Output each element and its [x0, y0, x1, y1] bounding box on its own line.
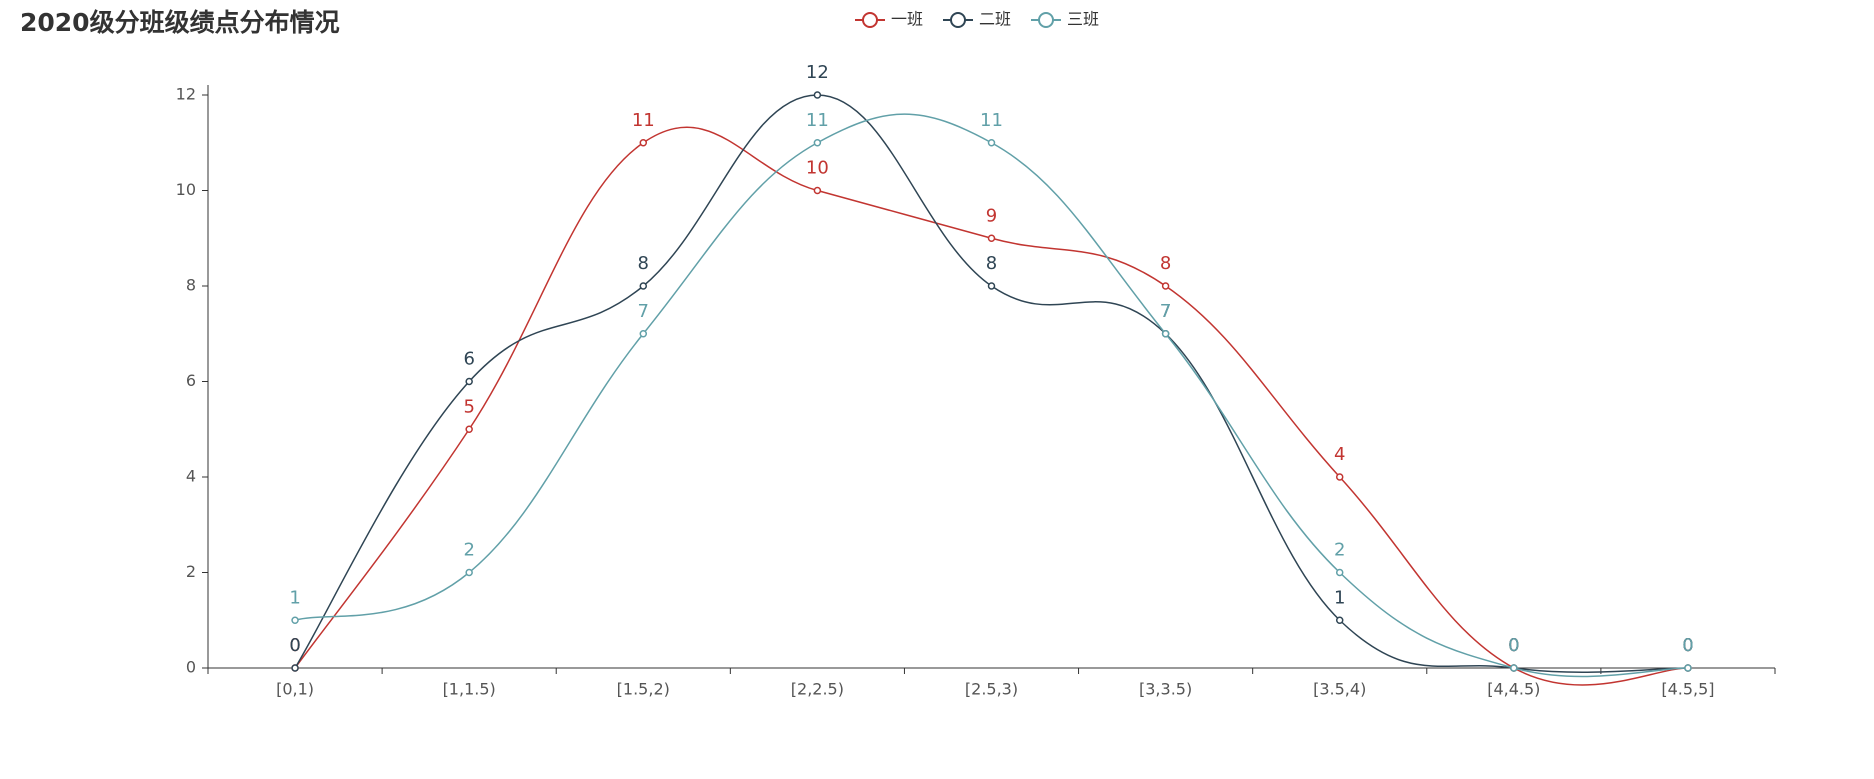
data-point — [1684, 664, 1692, 672]
value-label: 2 — [1334, 540, 1345, 561]
value-label: 0 — [289, 635, 300, 656]
y-tick-label: 0 — [186, 658, 196, 677]
value-label: 0 — [1682, 635, 1693, 656]
value-label: 7 — [1160, 301, 1171, 322]
data-point — [639, 139, 648, 147]
value-label: 1 — [1334, 587, 1345, 608]
value-label: 11 — [806, 110, 829, 131]
data-point — [639, 330, 648, 338]
x-tick-label: [1.5,2) — [617, 680, 670, 699]
value-label: 8 — [986, 253, 997, 274]
data-point — [1510, 664, 1518, 672]
data-point — [465, 568, 473, 577]
y-tick-label: 10 — [176, 180, 196, 199]
y-tick-label: 2 — [186, 562, 196, 581]
legend-label: 二班 — [979, 10, 1011, 29]
value-label: 8 — [638, 253, 649, 274]
y-tick-label: 8 — [186, 276, 196, 295]
legend-icon — [862, 12, 878, 28]
y-tick-label: 12 — [176, 85, 196, 104]
value-label: 11 — [980, 110, 1003, 131]
data-point — [465, 377, 473, 386]
data-point — [987, 234, 996, 242]
chart-title: 2020级分班级绩点分布情况 — [20, 8, 340, 37]
value-label: 6 — [463, 349, 474, 370]
value-label: 0 — [1508, 635, 1519, 656]
value-label: 2 — [463, 540, 474, 561]
value-label: 0 — [289, 635, 300, 656]
data-point — [291, 616, 299, 624]
value-label: 11 — [632, 110, 655, 131]
legend-label: 三班 — [1067, 10, 1099, 29]
series-line — [294, 126, 1688, 686]
value-label: 0 — [1682, 635, 1693, 656]
x-tick-label: [2.5,3) — [965, 680, 1018, 699]
value-label: 12 — [806, 62, 829, 83]
value-label: 5 — [463, 396, 474, 417]
value-label: 7 — [1160, 301, 1171, 322]
data-point — [291, 664, 299, 672]
value-label: 1 — [289, 587, 300, 608]
x-tick-label: [1,1.5) — [443, 680, 496, 699]
data-point — [813, 139, 822, 147]
y-tick-label: 6 — [186, 371, 196, 390]
legend-label: 一班 — [891, 10, 923, 29]
y-tick-label: 4 — [186, 467, 196, 486]
data-point — [1335, 616, 1344, 624]
x-tick-label: [3.5,4) — [1313, 680, 1366, 699]
data-point — [1161, 330, 1170, 338]
data-point — [1335, 568, 1344, 577]
data-point — [1335, 473, 1344, 481]
value-label: 10 — [806, 158, 829, 179]
value-label: 0 — [1682, 635, 1693, 656]
data-point — [813, 186, 822, 195]
data-point — [639, 282, 648, 290]
data-point — [1161, 282, 1170, 290]
value-label: 0 — [1508, 635, 1519, 656]
x-tick-label: [4,4.5) — [1487, 680, 1540, 699]
value-label: 8 — [1160, 253, 1171, 274]
value-label: 4 — [1334, 444, 1345, 465]
legend-icon — [950, 12, 966, 28]
value-label: 7 — [638, 301, 649, 322]
x-tick-label: [2,2.5) — [791, 680, 844, 699]
data-point — [813, 91, 822, 99]
x-tick-label: [4.5,5] — [1661, 680, 1714, 699]
x-tick-label: [0,1) — [276, 680, 314, 699]
series-line — [294, 94, 1688, 673]
data-point — [465, 425, 473, 433]
data-point — [987, 139, 996, 147]
x-tick-label: [3,3.5) — [1139, 680, 1192, 699]
value-label: 0 — [1508, 635, 1519, 656]
series-line — [294, 113, 1688, 678]
value-label: 9 — [986, 205, 997, 226]
legend-icon — [1038, 12, 1054, 28]
data-point — [987, 282, 996, 290]
